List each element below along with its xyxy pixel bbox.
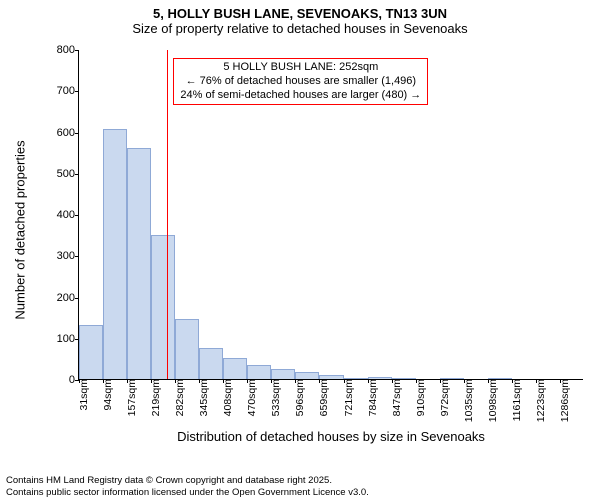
- y-tick-mark: [75, 133, 79, 134]
- x-tick-label: 219sqm: [150, 379, 162, 416]
- y-tick-label: 800: [57, 44, 75, 56]
- x-axis-label: Distribution of detached houses by size …: [177, 429, 485, 444]
- histogram-bar: [175, 319, 199, 379]
- x-tick-label: 910sqm: [415, 379, 427, 416]
- y-tick-mark: [75, 215, 79, 216]
- y-tick-mark: [75, 298, 79, 299]
- x-tick-label: 94sqm: [102, 379, 114, 411]
- histogram-bar: [223, 358, 247, 379]
- y-tick-label: 700: [57, 85, 75, 97]
- x-tick-label: 1035sqm: [463, 379, 475, 422]
- chart-area: Number of detached properties Distributi…: [48, 50, 583, 410]
- footer-line-1: Contains HM Land Registry data © Crown c…: [6, 475, 369, 486]
- footer-line-2: Contains public sector information licen…: [6, 487, 369, 498]
- y-tick-label: 600: [57, 127, 75, 139]
- x-tick-label: 596sqm: [294, 379, 306, 416]
- x-tick-label: 659sqm: [318, 379, 330, 416]
- annotation-line-1: 5 HOLLY BUSH LANE: 252sqm: [180, 61, 421, 75]
- annotation-line-3: 24% of semi-detached houses are larger (…: [180, 89, 421, 103]
- histogram-bar: [151, 235, 175, 379]
- x-tick-label: 1098sqm: [487, 379, 499, 422]
- x-tick-label: 408sqm: [222, 379, 234, 416]
- y-tick-label: 300: [57, 250, 75, 262]
- title-line-1: 5, HOLLY BUSH LANE, SEVENOAKS, TN13 3UN: [0, 6, 600, 21]
- x-tick-label: 533sqm: [270, 379, 282, 416]
- y-tick-mark: [75, 174, 79, 175]
- y-tick-mark: [75, 91, 79, 92]
- histogram-bar: [199, 348, 223, 379]
- property-marker-line: [167, 50, 168, 379]
- y-tick-mark: [75, 256, 79, 257]
- y-tick-mark: [75, 50, 79, 51]
- x-tick-label: 470sqm: [246, 379, 258, 416]
- y-tick-label: 200: [57, 292, 75, 304]
- annotation-line-2: ← 76% of detached houses are smaller (1,…: [180, 75, 421, 89]
- y-axis-label: Number of detached properties: [13, 140, 28, 319]
- plot-region: Distribution of detached houses by size …: [78, 50, 583, 380]
- x-tick-label: 972sqm: [439, 379, 451, 416]
- chart-title-block: 5, HOLLY BUSH LANE, SEVENOAKS, TN13 3UN …: [0, 0, 600, 36]
- title-line-2: Size of property relative to detached ho…: [0, 21, 600, 36]
- x-tick-label: 282sqm: [174, 379, 186, 416]
- histogram-bar: [295, 372, 319, 379]
- histogram-bar: [79, 325, 103, 379]
- histogram-bar: [127, 148, 151, 379]
- x-tick-label: 847sqm: [391, 379, 403, 416]
- x-tick-label: 1286sqm: [559, 379, 571, 422]
- y-tick-label: 100: [57, 333, 75, 345]
- annotation-box: 5 HOLLY BUSH LANE: 252sqm← 76% of detach…: [173, 58, 428, 105]
- x-tick-label: 1223sqm: [535, 379, 547, 422]
- x-tick-label: 31sqm: [78, 379, 90, 411]
- histogram-bar: [247, 365, 271, 379]
- x-tick-label: 157sqm: [126, 379, 138, 416]
- x-tick-label: 345sqm: [198, 379, 210, 416]
- histogram-bar: [271, 369, 295, 379]
- x-tick-label: 784sqm: [367, 379, 379, 416]
- x-tick-label: 1161sqm: [511, 379, 523, 421]
- footer-attribution: Contains HM Land Registry data © Crown c…: [6, 475, 369, 498]
- y-tick-label: 400: [57, 209, 75, 221]
- x-tick-label: 721sqm: [343, 379, 355, 416]
- histogram-bar: [103, 129, 127, 379]
- y-tick-label: 500: [57, 168, 75, 180]
